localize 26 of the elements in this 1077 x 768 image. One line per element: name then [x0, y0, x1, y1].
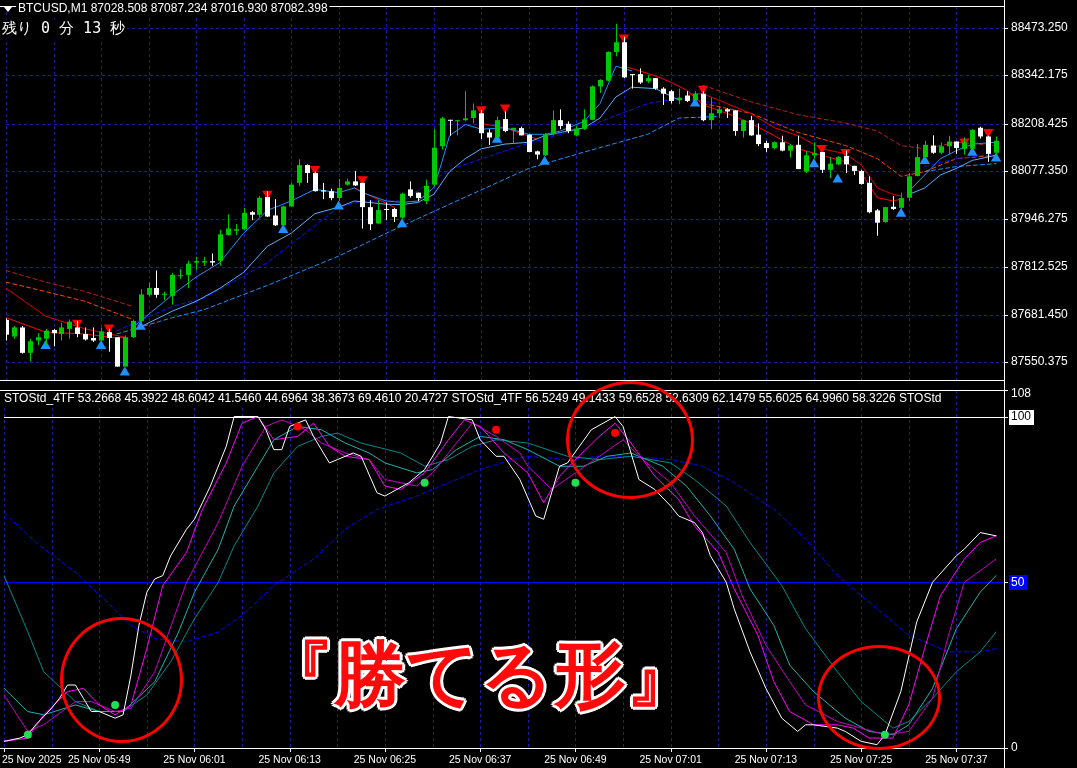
- y-tick-label: 88208.425: [1011, 115, 1069, 130]
- x-tick-label: 25 Nov 2025: [2, 752, 62, 765]
- x-tick-label: 25 Nov 06:13: [258, 752, 322, 765]
- chart-title: BTCUSD,M1 87028.508 87087.234 87016.930 87082.398: [18, 1, 328, 16]
- x-tick-label: 25 Nov 06:25: [353, 752, 417, 765]
- x-tick-label: 25 Nov 05:49: [68, 752, 131, 765]
- y-tick-label: 0: [1011, 740, 1018, 755]
- text: 残り 0 分 13 秒: [2, 18, 126, 37]
- y-tick-label: 50: [1011, 574, 1025, 589]
- y-tick-label: 88473.250: [1011, 19, 1069, 34]
- y-tick-label: 88077.350: [1011, 163, 1069, 178]
- annotation: 『勝てる形』: [262, 632, 698, 716]
- y-tick-label: 100: [1011, 408, 1032, 423]
- x-tick-label: 25 Nov 07:13: [734, 752, 798, 765]
- x-tick-label: 25 Nov 06:49: [544, 752, 607, 765]
- y-tick-label: 108: [1011, 386, 1032, 401]
- y-tick-label: 87946.275: [1011, 210, 1069, 225]
- y-tick-label: 87681.450: [1011, 306, 1069, 321]
- x-tick-label: 25 Nov 07:37: [925, 752, 988, 765]
- y-tick-label: 87812.525: [1011, 259, 1069, 274]
- x-tick-label: 25 Nov 06:01: [163, 752, 226, 765]
- x-tick-label: 25 Nov 07:25: [829, 752, 893, 765]
- y-tick-label: 88342.175: [1011, 67, 1069, 82]
- x-tick-label: 25 Nov 06:37: [448, 752, 512, 765]
- x-tick-label: 25 Nov 07:01: [639, 752, 703, 765]
- y-tick-label: 87550.375: [1011, 354, 1069, 369]
